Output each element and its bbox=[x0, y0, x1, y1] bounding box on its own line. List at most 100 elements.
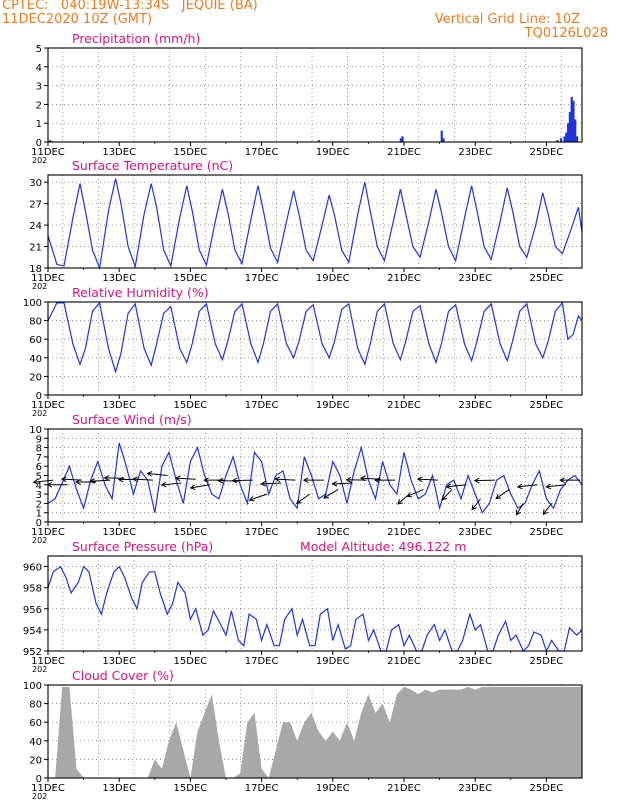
x-tick-label: 21DEC bbox=[387, 400, 421, 411]
panel-title: Relative Humidity (%) bbox=[72, 285, 209, 300]
wind-arrow bbox=[323, 489, 339, 499]
y-tick-label: 3 bbox=[36, 82, 42, 93]
x-tick-label: 19DEC bbox=[316, 656, 350, 667]
wind-arrow bbox=[274, 476, 296, 483]
y-tick-label: 0 bbox=[36, 391, 42, 402]
panel-title: Surface Pressure (hPa) bbox=[72, 539, 213, 554]
y-tick-label: 9 bbox=[36, 434, 42, 445]
x-tick-label: 13DEC bbox=[102, 147, 136, 158]
year-fragment: 202 bbox=[32, 536, 47, 545]
y-tick-label: 100 bbox=[23, 298, 42, 309]
wind-arrow bbox=[559, 477, 581, 483]
x-tick-label: 11DEC bbox=[31, 527, 65, 538]
precip-bar bbox=[49, 140, 52, 142]
wind-arrow bbox=[231, 477, 253, 484]
x-tick-label: 17DEC bbox=[245, 400, 279, 411]
cloud-cover-area bbox=[48, 686, 582, 778]
y-tick-label: 30 bbox=[29, 178, 42, 189]
wind-arrow bbox=[160, 481, 182, 488]
x-tick-label: 15DEC bbox=[174, 273, 208, 284]
x-tick-label: 23DEC bbox=[458, 783, 492, 794]
y-tick-label: 956 bbox=[23, 605, 42, 616]
x-tick-label: 13DEC bbox=[102, 527, 136, 538]
y-tick-label: 40 bbox=[29, 737, 42, 748]
header-code: TQ0126L028 bbox=[524, 26, 608, 41]
y-tick-label: 952 bbox=[23, 647, 42, 658]
x-tick-label: 23DEC bbox=[458, 147, 492, 158]
x-tick-label: 23DEC bbox=[458, 273, 492, 284]
wind-arrow bbox=[515, 503, 524, 516]
x-tick-label: 15DEC bbox=[174, 400, 208, 411]
series-line bbox=[47, 301, 583, 374]
wind-arrow bbox=[295, 493, 310, 504]
x-tick-label: 23DEC bbox=[458, 656, 492, 667]
y-tick-label: 3 bbox=[36, 490, 42, 501]
precip-bar bbox=[563, 136, 566, 142]
series-line bbox=[47, 178, 583, 271]
year-fragment: 202 bbox=[32, 156, 47, 165]
y-tick-label: 80 bbox=[29, 317, 42, 328]
x-tick-label: 19DEC bbox=[316, 527, 350, 538]
wind-arrow bbox=[416, 476, 438, 483]
y-tick-label: 0 bbox=[36, 138, 42, 149]
x-tick-label: 11DEC bbox=[31, 273, 65, 284]
precip-bar bbox=[570, 96, 573, 142]
panel-frame bbox=[47, 555, 583, 652]
x-tick-label: 13DEC bbox=[102, 273, 136, 284]
wind-arrow bbox=[445, 483, 467, 490]
panel-annotation: Model Altitude: 496.122 m bbox=[300, 539, 466, 554]
x-tick-label: 15DEC bbox=[174, 147, 208, 158]
series-line bbox=[47, 442, 583, 514]
precip-bar bbox=[442, 138, 445, 142]
x-tick-label: 13DEC bbox=[102, 783, 136, 794]
x-tick-label: 15DEC bbox=[174, 527, 208, 538]
panel-title: Precipitation (mm/h) bbox=[72, 31, 200, 46]
y-tick-label: 7 bbox=[36, 453, 42, 464]
panel-frame bbox=[47, 174, 583, 269]
x-tick-label: 17DEC bbox=[245, 147, 279, 158]
year-fragment: 202 bbox=[32, 282, 47, 291]
y-tick-label: 18 bbox=[29, 264, 42, 275]
wind-arrow bbox=[132, 476, 154, 483]
precip-bar bbox=[440, 130, 443, 142]
y-tick-label: 954 bbox=[23, 626, 42, 637]
precip-bar bbox=[559, 138, 563, 142]
y-tick-label: 2 bbox=[36, 499, 42, 510]
precip-bar bbox=[317, 140, 321, 142]
y-tick-label: 960 bbox=[23, 563, 42, 574]
panel-title: Cloud Cover (%) bbox=[72, 668, 174, 683]
panel-3: 0 20 40 60 80 100 11DEC 13DEC 15DEC 17DEC 19DEC 21D… bbox=[23, 285, 583, 418]
x-tick-label: 25DEC bbox=[530, 527, 564, 538]
x-tick-label: 19DEC bbox=[316, 783, 350, 794]
y-tick-label: 10 bbox=[29, 425, 42, 436]
panel-title: Surface Wind (m/s) bbox=[72, 412, 192, 427]
y-tick-label: 20 bbox=[29, 372, 42, 383]
panel-5: 952 954 956 958 960 11DEC 13DEC 15DEC 17DEC 19DEC… bbox=[23, 539, 583, 674]
x-tick-label: 11DEC bbox=[31, 656, 65, 667]
y-tick-label: 27 bbox=[29, 200, 42, 211]
y-tick-label: 2 bbox=[36, 100, 42, 111]
x-tick-label: 13DEC bbox=[102, 400, 136, 411]
x-tick-label: 17DEC bbox=[245, 273, 279, 284]
precip-bar bbox=[565, 132, 568, 142]
wind-arrow bbox=[203, 477, 225, 483]
y-tick-label: 5 bbox=[36, 472, 42, 483]
y-tick-label: 1 bbox=[36, 509, 42, 520]
wind-arrow bbox=[174, 475, 196, 482]
panel-frame bbox=[47, 684, 583, 779]
panel-1: 0 1 2 3 4 5 11DEC 13DEC 15DEC 17DEC 19DEC 21DEC 23DE… bbox=[31, 31, 583, 165]
x-tick-label: 17DEC bbox=[245, 656, 279, 667]
y-tick-label: 4 bbox=[36, 63, 42, 74]
wind-arrow bbox=[302, 477, 324, 483]
wind-arrow bbox=[374, 477, 396, 483]
year-fragment: 202 bbox=[32, 665, 47, 674]
y-tick-label: 0 bbox=[36, 774, 42, 785]
x-tick-label: 11DEC bbox=[31, 783, 65, 794]
x-tick-label: 15DEC bbox=[174, 783, 208, 794]
y-tick-label: 60 bbox=[29, 335, 42, 346]
y-tick-label: 80 bbox=[29, 700, 42, 711]
x-tick-label: 17DEC bbox=[245, 527, 279, 538]
x-tick-label: 21DEC bbox=[387, 273, 421, 284]
y-tick-label: 100 bbox=[23, 681, 42, 692]
